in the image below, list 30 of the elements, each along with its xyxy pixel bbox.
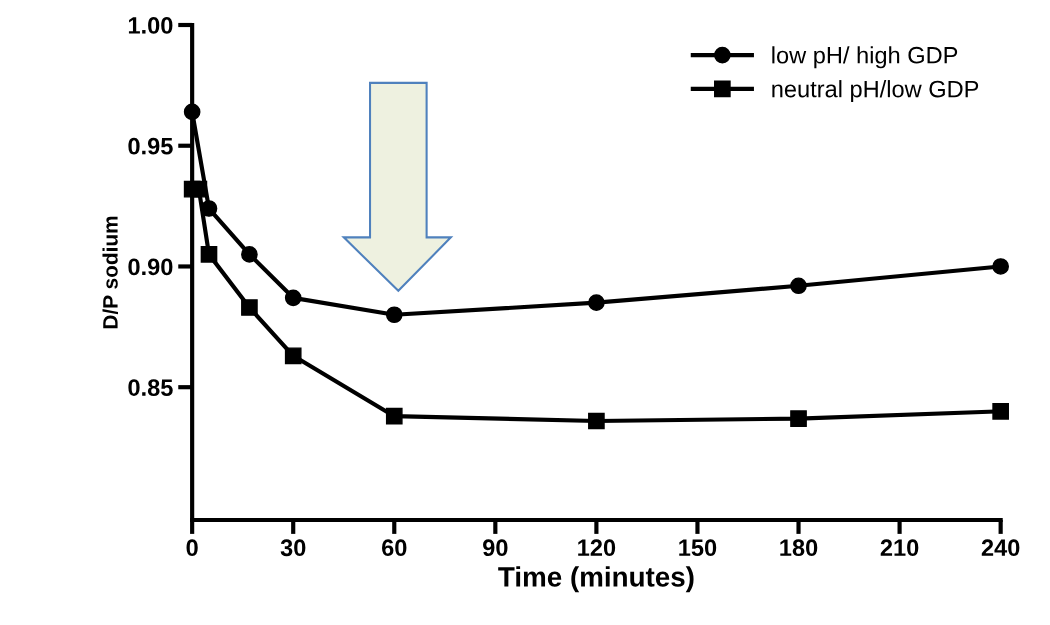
y-tick-label: 0.95 — [128, 137, 173, 155]
point — [588, 412, 605, 430]
x-tick-label: 60 — [382, 539, 407, 557]
point — [992, 258, 1009, 275]
y-tick-label: 1.00 — [128, 17, 173, 34]
legend-label: low pH/ high GDP — [772, 46, 958, 69]
point — [385, 306, 403, 324]
y-tick-label: 0.90 — [128, 258, 173, 276]
x-tick-label: 240 — [981, 539, 1020, 557]
legend-label: neutral pH/low GDP — [772, 80, 979, 103]
point — [284, 347, 302, 365]
point — [241, 299, 258, 316]
x-tick-label: 210 — [880, 539, 919, 557]
point — [385, 407, 403, 425]
point — [588, 294, 605, 312]
x-tick-label: 30 — [280, 539, 306, 557]
x-tick-label: 120 — [578, 539, 616, 557]
x-tick-label: 180 — [780, 539, 818, 557]
x-tick-label: 150 — [679, 539, 717, 557]
point — [284, 289, 302, 307]
x-tick-label: 0 — [186, 539, 198, 557]
x-axis-title: Time (minutes) — [498, 566, 694, 593]
y-tick-label: 0.85 — [128, 379, 173, 396]
point — [992, 403, 1009, 420]
y-axis-title: D/P sodium — [102, 216, 118, 329]
point — [241, 246, 258, 263]
point — [200, 246, 218, 263]
point — [790, 277, 807, 295]
point — [790, 410, 807, 427]
x-tick-label: 90 — [483, 539, 508, 557]
